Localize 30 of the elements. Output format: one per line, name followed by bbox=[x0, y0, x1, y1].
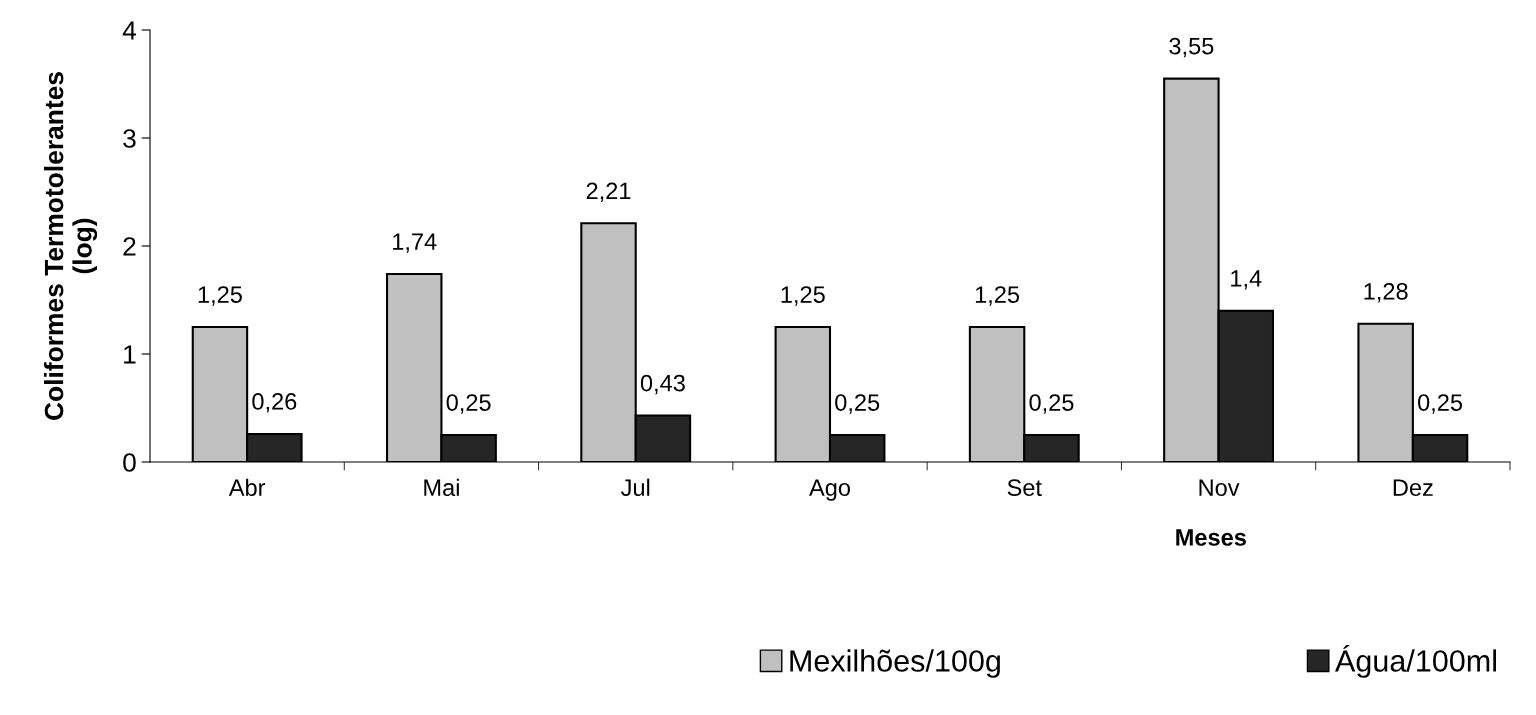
data-label: 0,25 bbox=[446, 394, 491, 414]
x-tick-label: Mai bbox=[424, 478, 459, 497]
y-tick-label: 2 bbox=[123, 237, 136, 256]
x-tick-label: Jul bbox=[620, 478, 650, 497]
data-label: 0,25 bbox=[1418, 394, 1463, 414]
y-axis-title: Coliformes Termotolerantes (log) bbox=[43, 72, 98, 420]
data-label: 0,25 bbox=[835, 394, 880, 414]
x-axis-title: Meses bbox=[1176, 529, 1246, 546]
x-tick-label: Dez bbox=[1393, 479, 1433, 497]
data-label: 1,25 bbox=[198, 286, 242, 306]
x-tick-label: Nov bbox=[1199, 479, 1240, 497]
data-label: 0,43 bbox=[640, 374, 685, 395]
legend-label: Mexilhões/100g bbox=[790, 649, 1000, 678]
x-tick-label: Abr bbox=[228, 478, 266, 497]
data-label: 1,25 bbox=[975, 286, 1020, 306]
x-tick-label: Ago bbox=[809, 479, 851, 501]
data-label: 0,25 bbox=[1029, 394, 1074, 414]
x-tick-label: Set bbox=[1007, 479, 1042, 497]
data-label: 2,21 bbox=[586, 182, 631, 202]
y-tick-label: 0 bbox=[123, 453, 136, 472]
y-tick-label: 1 bbox=[124, 345, 136, 364]
data-label: 0,26 bbox=[252, 393, 297, 413]
y-tick-label: 3 bbox=[123, 129, 136, 148]
data-label: 1,4 bbox=[1231, 270, 1262, 290]
legend-label: Água/100ml bbox=[1335, 645, 1496, 678]
data-label: 3,55 bbox=[1169, 37, 1214, 58]
data-label: 1,74 bbox=[393, 233, 437, 253]
data-label: 1,28 bbox=[1364, 282, 1408, 303]
y-tick-label: 4 bbox=[122, 21, 137, 40]
data-label: 1,25 bbox=[781, 286, 825, 306]
